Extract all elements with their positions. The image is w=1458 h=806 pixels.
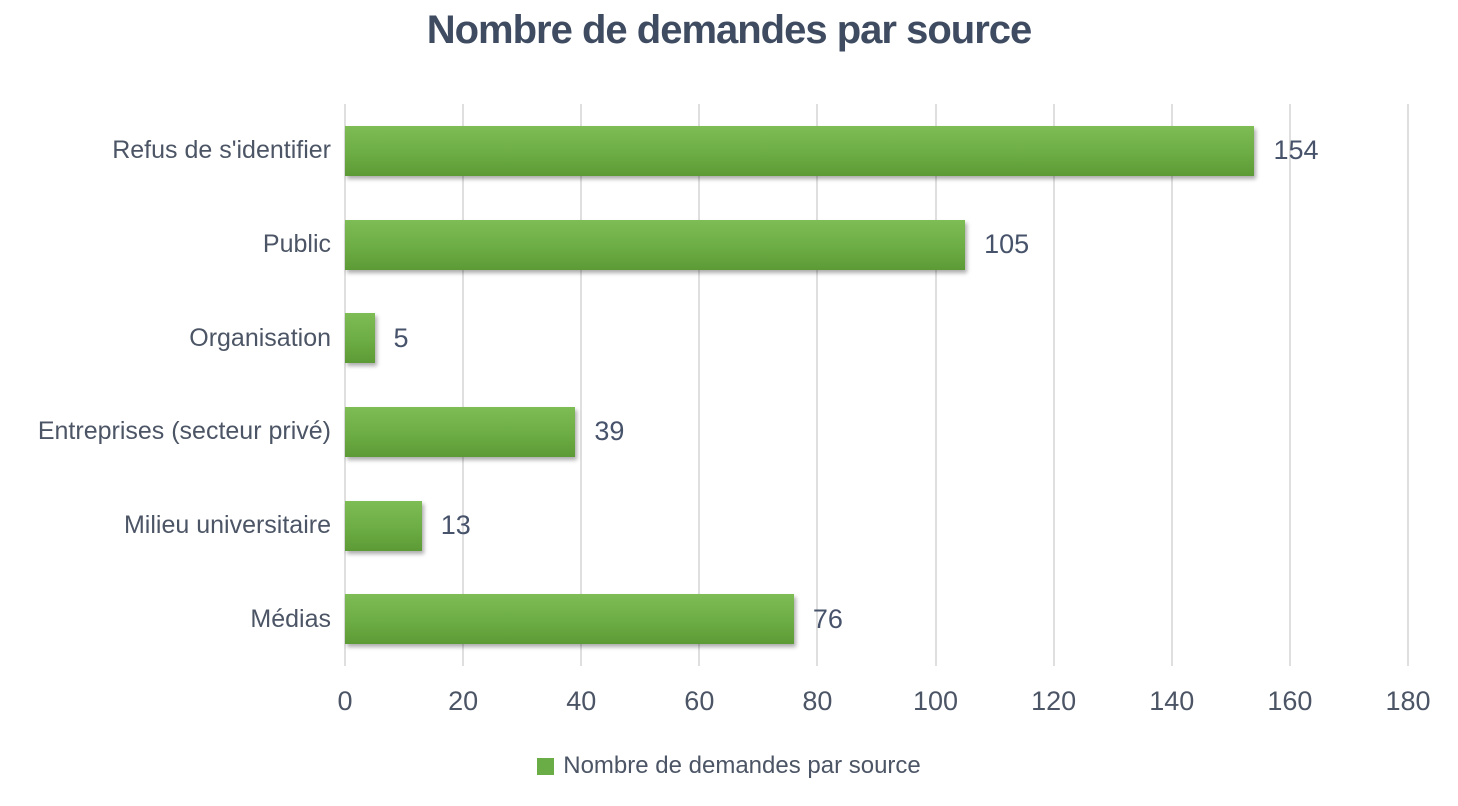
x-tick-label: 60	[684, 686, 715, 716]
gridline	[934, 104, 937, 666]
bar	[345, 219, 966, 270]
bar	[345, 125, 1255, 176]
bar-row: 154	[345, 104, 1408, 198]
category-label: Médias	[250, 604, 331, 633]
x-tick-label: 120	[1031, 686, 1077, 716]
legend-label: Nombre de demandes par source	[563, 752, 921, 779]
gridline	[698, 104, 701, 666]
value-axis: 0 20 40 60 80 100 120 140 160 180	[337, 686, 1430, 722]
x-tick-label: 20	[448, 686, 479, 716]
gridline	[1052, 104, 1055, 666]
x-tick-label: 0	[337, 686, 353, 716]
gridline	[344, 104, 346, 666]
category-label: Milieu universitaire	[123, 511, 331, 540]
x-tick-label: 140	[1149, 686, 1195, 716]
category-label: Public	[262, 230, 331, 258]
bar-series: 154 105 5 39 13 76	[345, 104, 1408, 666]
chart-title: Nombre de demandes par source	[426, 8, 1033, 52]
x-tick-label: 160	[1267, 686, 1313, 716]
x-tick-label: 40	[566, 686, 597, 716]
x-tick-label: 80	[802, 686, 833, 716]
gridline	[462, 104, 465, 666]
bar	[345, 313, 375, 364]
bar-row: 105	[345, 198, 1408, 292]
gridline	[1170, 104, 1173, 666]
legend-swatch-icon	[537, 757, 555, 775]
bar-row: 39	[345, 385, 1408, 479]
plot-area: 154 105 5 39 13 76	[344, 104, 1409, 666]
x-tick-label: 180	[1385, 686, 1431, 716]
bar-row: 5	[345, 291, 1408, 385]
gridline	[1288, 104, 1291, 666]
legend: Nombre de demandes par source	[0, 752, 1458, 780]
gridline	[580, 104, 583, 666]
bar-value-label: 105	[984, 229, 1030, 259]
x-tick-label: 100	[913, 686, 959, 716]
category-label: Entreprises (secteur privé)	[37, 417, 331, 446]
bar	[345, 406, 576, 457]
bar-value-label: 39	[594, 416, 625, 447]
gridline	[816, 104, 819, 666]
bar	[345, 594, 794, 645]
category-label: Refus de s'identifier	[112, 136, 331, 165]
bar-row: 76	[345, 572, 1408, 666]
category-label: Organisation	[189, 323, 331, 352]
bar-value-label: 13	[440, 510, 471, 541]
bar-value-label: 154	[1273, 135, 1319, 166]
category-axis: Refus de s'identifier Public Organisation E…	[0, 104, 331, 666]
bar-row: 13	[345, 479, 1408, 573]
gridline	[1407, 104, 1409, 666]
bar	[345, 500, 422, 551]
bar-value-label: 76	[812, 603, 843, 634]
bar-value-label: 5	[393, 322, 409, 353]
